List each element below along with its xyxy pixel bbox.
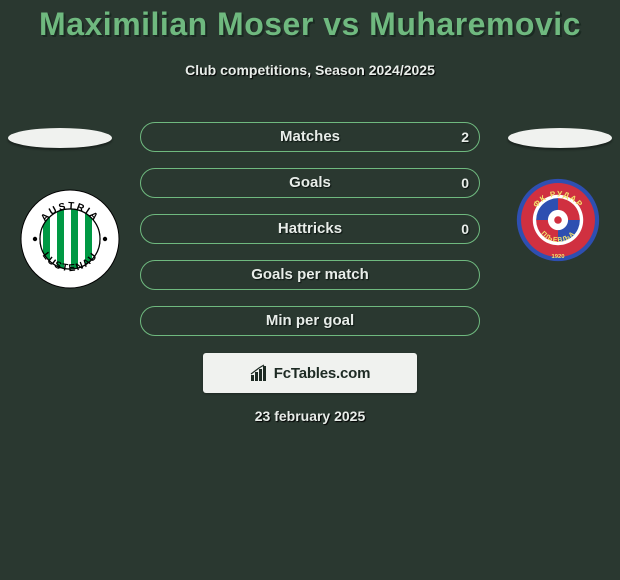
stat-row: Goals0 xyxy=(140,168,480,198)
stat-right-value: 0 xyxy=(461,215,469,244)
stat-row: Hattricks0 xyxy=(140,214,480,244)
right-player-bar-ellipse xyxy=(508,128,612,148)
brand-text: FcTables.com xyxy=(274,365,371,382)
page-subtitle: Club competitions, Season 2024/2025 xyxy=(0,62,620,78)
club-logo-left: AUSTRIA LUSTENAU xyxy=(20,189,120,289)
date-text: 23 february 2025 xyxy=(0,408,620,424)
stat-row: Goals per match xyxy=(140,260,480,290)
stat-label: Min per goal xyxy=(141,307,479,336)
stat-label: Hattricks xyxy=(141,215,479,244)
stats-block: Matches2Goals0Hattricks0Goals per matchM… xyxy=(140,122,480,352)
stat-row: Min per goal xyxy=(140,306,480,336)
bar-chart-icon xyxy=(250,364,268,382)
stat-label: Matches xyxy=(141,123,479,152)
left-player-bar-ellipse xyxy=(8,128,112,148)
stat-label: Goals per match xyxy=(141,261,479,290)
club-logo-right: ФК РУДАР ПЉЕВЉА 1920 xyxy=(516,178,600,262)
stat-right-value: 2 xyxy=(461,123,469,152)
logo-right-year: 1920 xyxy=(551,254,565,260)
stat-label: Goals xyxy=(141,169,479,198)
stat-right-value: 0 xyxy=(461,169,469,198)
page-title: Maximilian Moser vs Muharemovic xyxy=(0,6,620,43)
brand-box: FcTables.com xyxy=(203,353,417,393)
stat-row: Matches2 xyxy=(140,122,480,152)
